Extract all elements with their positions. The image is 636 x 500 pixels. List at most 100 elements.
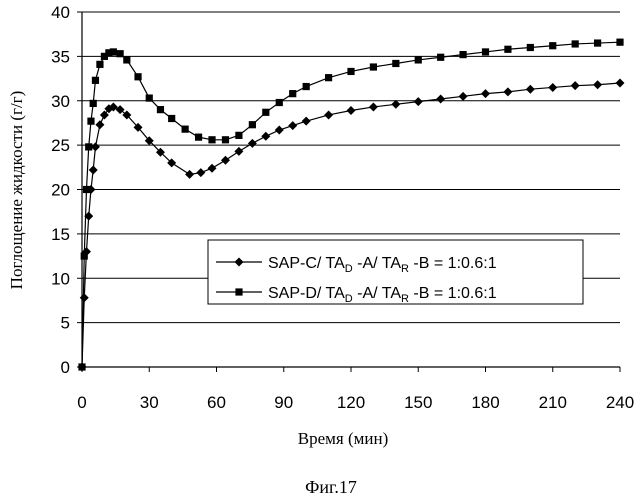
data-point bbox=[570, 81, 580, 91]
data-point bbox=[481, 48, 490, 56]
data-point bbox=[91, 76, 100, 84]
data-point bbox=[167, 158, 177, 168]
data-point bbox=[99, 110, 109, 120]
data-point bbox=[90, 142, 100, 152]
data-point bbox=[133, 122, 143, 132]
x-tick-label: 0 bbox=[77, 393, 86, 412]
data-point bbox=[116, 50, 124, 58]
data-point bbox=[185, 169, 195, 179]
legend-item: SAP-D/ TAD -A/ TAR -B = 1:0.6:1 bbox=[216, 285, 497, 305]
data-point bbox=[78, 363, 86, 371]
data-point bbox=[368, 102, 378, 112]
data-point bbox=[301, 116, 311, 126]
data-point bbox=[87, 117, 95, 125]
x-tick-label: 120 bbox=[337, 393, 365, 412]
data-point bbox=[181, 125, 189, 133]
data-point bbox=[84, 211, 94, 221]
data-point bbox=[247, 138, 257, 148]
data-point bbox=[324, 74, 333, 82]
data-point bbox=[85, 143, 93, 151]
data-point bbox=[571, 40, 579, 48]
data-point bbox=[593, 39, 602, 47]
data-point bbox=[234, 146, 244, 156]
data-point bbox=[288, 121, 298, 131]
data-point bbox=[145, 94, 153, 102]
data-point bbox=[436, 94, 446, 104]
data-point bbox=[526, 43, 534, 52]
y-tick-label: 30 bbox=[51, 92, 70, 111]
data-point bbox=[458, 91, 468, 101]
data-point bbox=[437, 53, 445, 61]
data-point bbox=[100, 52, 109, 60]
data-point bbox=[89, 99, 97, 108]
series-line bbox=[81, 41, 621, 368]
data-point bbox=[459, 51, 467, 59]
y-tick-labels: 0 5 10 15 20 25 30 35 40 bbox=[51, 3, 82, 377]
legend-label: SAP-C/ TAD -A/ TAR -B = 1:0.6:1 bbox=[268, 255, 497, 275]
data-point bbox=[196, 168, 206, 178]
data-point bbox=[221, 136, 230, 144]
data-point bbox=[96, 60, 104, 68]
legend: SAP-C/ TAD -A/ TAR -B = 1:0.6:1 SAP-D/ TA… bbox=[207, 239, 584, 305]
data-point bbox=[155, 147, 165, 157]
data-point bbox=[262, 108, 270, 116]
data-point bbox=[503, 87, 513, 97]
data-point bbox=[248, 121, 256, 129]
data-point bbox=[194, 133, 203, 141]
legend-marker bbox=[235, 288, 243, 296]
data-point bbox=[123, 56, 131, 64]
data-point bbox=[235, 131, 243, 139]
x-tick-labels: 0 30 60 90 120 150 180 210 240 bbox=[77, 367, 634, 412]
data-point bbox=[481, 89, 490, 99]
data-point bbox=[347, 67, 355, 76]
legend-label: SAP-D/ TAD -A/ TAR -B = 1:0.6:1 bbox=[268, 285, 497, 305]
figure-caption: Фиг.17 bbox=[305, 477, 357, 497]
data-point bbox=[289, 90, 297, 98]
y-tick-label: 15 bbox=[51, 225, 70, 244]
data-point bbox=[79, 293, 89, 303]
series-1 bbox=[77, 78, 625, 372]
data-point bbox=[525, 84, 535, 94]
x-tick-label: 240 bbox=[606, 393, 634, 412]
legend-box bbox=[207, 239, 584, 305]
y-tick-label: 35 bbox=[51, 47, 70, 66]
y-tick-label: 5 bbox=[61, 314, 70, 333]
data-point bbox=[549, 42, 557, 50]
y-tick-label: 25 bbox=[51, 136, 70, 155]
y-tick-label: 0 bbox=[61, 358, 70, 377]
series-group bbox=[77, 38, 625, 372]
y-tick-label: 20 bbox=[51, 181, 70, 200]
data-point bbox=[616, 38, 624, 46]
legend-marker bbox=[234, 257, 244, 267]
data-point bbox=[208, 136, 216, 144]
data-point bbox=[324, 110, 334, 120]
data-point bbox=[391, 99, 401, 109]
data-point bbox=[302, 82, 310, 91]
data-point bbox=[504, 45, 512, 53]
data-point bbox=[369, 63, 378, 71]
x-tick-label: 210 bbox=[539, 393, 567, 412]
data-point bbox=[82, 185, 91, 194]
data-point bbox=[144, 136, 154, 146]
data-point bbox=[414, 56, 422, 64]
series-2 bbox=[78, 38, 624, 371]
series-line bbox=[81, 82, 621, 368]
data-point bbox=[220, 155, 230, 165]
data-point bbox=[274, 125, 284, 135]
data-point bbox=[115, 105, 125, 115]
data-point bbox=[122, 110, 132, 120]
data-point bbox=[95, 120, 105, 130]
x-tick-label: 180 bbox=[471, 393, 499, 412]
gridlines bbox=[82, 11, 620, 324]
data-point bbox=[109, 48, 117, 56]
y-tick-label: 10 bbox=[51, 269, 70, 288]
x-tick-label: 60 bbox=[207, 393, 226, 412]
x-tick-label: 150 bbox=[404, 393, 432, 412]
data-point bbox=[80, 252, 88, 260]
y-tick-label: 40 bbox=[51, 3, 70, 22]
data-point bbox=[168, 114, 176, 123]
data-point bbox=[615, 78, 625, 88]
data-point bbox=[207, 163, 217, 173]
data-point bbox=[108, 102, 118, 112]
